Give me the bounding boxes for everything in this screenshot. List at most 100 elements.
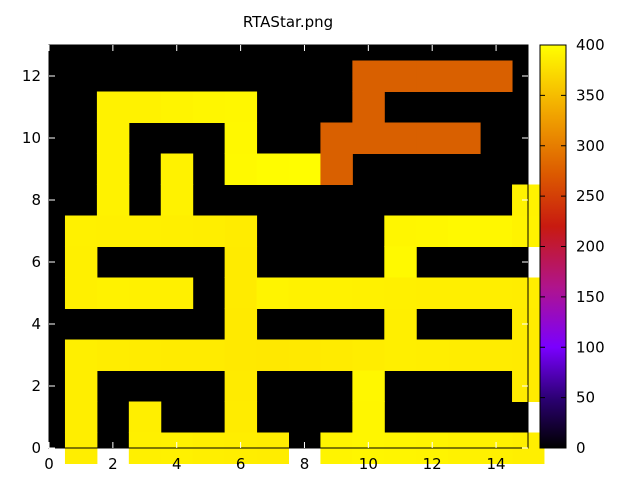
heatmap-cell — [192, 91, 226, 123]
heatmap-cell — [448, 60, 481, 92]
heatmap-cell — [160, 153, 194, 185]
heatmap-cell — [128, 215, 162, 247]
colorbar-tick-label: 100 — [576, 338, 605, 356]
heatmap-cell — [320, 122, 353, 154]
heatmap-cell — [320, 339, 353, 371]
heatmap-cell — [416, 215, 449, 247]
heatmap-cell — [416, 122, 449, 154]
heatmap-cell — [64, 277, 98, 309]
heatmap-cell — [224, 91, 258, 123]
colorbar-tick-label: 50 — [576, 389, 595, 407]
heatmap-cell — [352, 122, 385, 154]
heatmap-cell — [192, 215, 226, 247]
heatmap-cell — [480, 60, 513, 92]
heatmap-cell — [224, 153, 258, 185]
heatmap-cell — [160, 184, 194, 216]
heatmap-cell — [480, 339, 513, 371]
heatmap-cell — [224, 339, 258, 371]
heatmap-cell — [160, 215, 194, 247]
colorbar-tick-label: 300 — [576, 137, 605, 155]
heatmap-cell — [128, 401, 162, 433]
heatmap-cell — [224, 308, 258, 340]
heatmap-cell — [64, 401, 98, 433]
x-tick-label: 0 — [44, 455, 54, 473]
heatmap-cell — [96, 215, 130, 247]
colorbar-tick-label: 400 — [576, 36, 605, 54]
colorbar-tick-label: 0 — [576, 439, 586, 457]
y-tick-label: 0 — [31, 439, 41, 457]
heatmap-cell — [160, 339, 194, 371]
heatmap-cell — [224, 277, 258, 309]
heatmap-cell — [416, 339, 449, 371]
heatmap-cell — [96, 122, 130, 154]
heatmap-cell — [448, 122, 481, 154]
heatmap-cell — [288, 153, 321, 185]
heatmap-cell — [448, 277, 481, 309]
y-tick-label: 2 — [31, 377, 41, 395]
plot-border — [48, 44, 529, 449]
colorbar-tick-label: 250 — [576, 187, 605, 205]
heatmap-cell — [320, 153, 353, 185]
colorbar: 0 50 100 150 200 250 300 350 400 — [539, 36, 605, 457]
heatmap-cell — [192, 339, 226, 371]
heatmap-cell — [224, 122, 258, 154]
heatmap-cell — [352, 277, 385, 309]
heatmap-cell — [224, 246, 258, 278]
heatmap-cell — [224, 401, 258, 433]
heatmap-cell — [64, 370, 98, 402]
heatmap-cell — [352, 60, 385, 92]
heatmap-cell — [224, 215, 258, 247]
y-tick-label: 4 — [31, 315, 41, 333]
heatmap-cell — [96, 91, 130, 123]
heatmap-cell — [256, 339, 289, 371]
heatmap-cell — [256, 153, 289, 185]
x-tick-label: 12 — [423, 455, 442, 473]
heatmap-cell — [384, 277, 417, 309]
heatmap-cell — [64, 215, 98, 247]
heatmap-cell — [384, 215, 417, 247]
heatmap-cell — [64, 339, 98, 371]
heatmap-cell — [384, 122, 417, 154]
x-tick-label: 6 — [236, 455, 246, 473]
heatmap-cell — [64, 246, 98, 278]
y-tick-label: 8 — [31, 191, 41, 209]
x-tick-label: 2 — [108, 455, 118, 473]
heatmap-cell — [352, 91, 385, 123]
heatmap-cell — [480, 215, 513, 247]
heatmap-cell — [288, 339, 321, 371]
heatmap-cell — [352, 339, 385, 371]
colorbar-tick-label: 200 — [576, 238, 605, 256]
heatmap-cell — [128, 339, 162, 371]
heatmap-cell — [96, 277, 130, 309]
heatmap-cell — [448, 215, 481, 247]
y-tick-label: 10 — [22, 129, 41, 147]
heatmap-cell — [128, 277, 162, 309]
heatmap-cell — [352, 401, 385, 433]
heatmap-cell — [384, 246, 417, 278]
heatmap-cell — [384, 339, 417, 371]
axes: 0 2 4 6 8 10 12 14 0 2 4 6 8 10 12 — [22, 45, 528, 473]
x-tick-label: 14 — [487, 455, 506, 473]
heatmap-cell — [384, 60, 417, 92]
heatmap-cell — [480, 277, 513, 309]
heatmap-cell — [256, 277, 289, 309]
heatmap-cell — [320, 277, 353, 309]
heatmap-cell — [160, 277, 194, 309]
x-tick-label: 4 — [172, 455, 182, 473]
heatmap-cell — [96, 339, 130, 371]
heatmap-cell — [384, 308, 417, 340]
heatmap-cell — [96, 153, 130, 185]
heatmap-cell — [160, 91, 194, 123]
heatmap-cell — [416, 60, 449, 92]
heatmap-cell — [128, 91, 162, 123]
heatmap-cell — [96, 184, 130, 216]
chart-title: RTAStar.png — [243, 13, 333, 31]
colorbar-tick-label: 150 — [576, 288, 605, 306]
heatmap-cell — [288, 277, 321, 309]
y-tick-label: 12 — [22, 67, 41, 85]
heatmap-cell — [448, 339, 481, 371]
x-tick-label: 10 — [359, 455, 378, 473]
heatmap-cell — [416, 277, 449, 309]
